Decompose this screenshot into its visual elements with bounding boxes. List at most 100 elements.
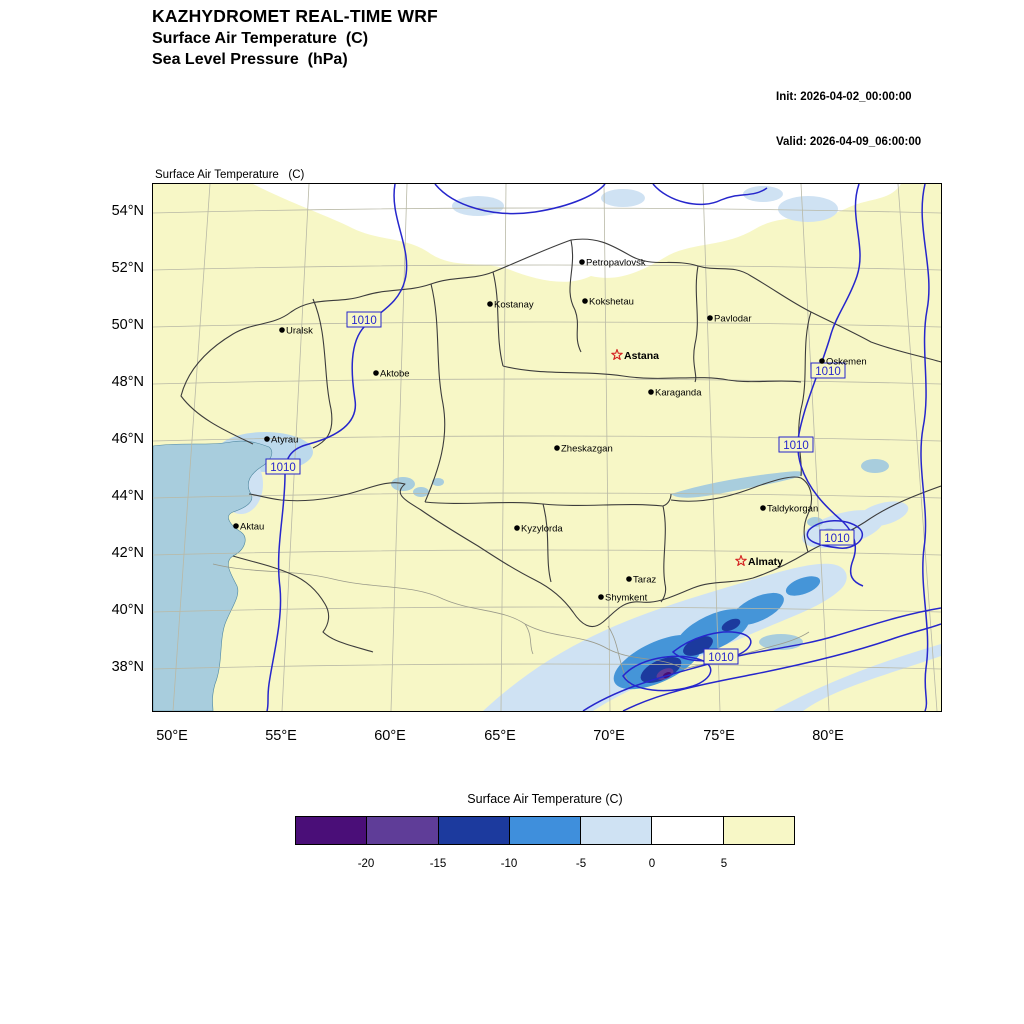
header-subtitle-temperature: Surface Air Temperature (C) [152,30,369,47]
isobar-label: 1010 [815,366,841,378]
lat-label-42n: 42°N [111,545,144,561]
isobar-label-frame [346,311,382,328]
capital-astana: Astana [611,348,659,362]
foreign-borders [212,563,810,687]
city-markers: Petropavlovsk Kostanay Kokshetau Pavloda… [233,258,867,604]
isobar-label: 1010 [708,652,734,664]
graticule-meridians [172,184,938,711]
lon-label-80e: 80°E [812,728,844,744]
aral-sea [413,487,429,497]
lon-label-70e: 70°E [593,728,625,744]
city-dot-icon [648,389,654,395]
isobar-label-frame [703,648,739,665]
colorbar-segment [581,817,653,844]
colorbar-segment [296,817,368,844]
colorbar-title: Surface Air Temperature (C) [467,792,623,806]
city-label: Uralsk [286,326,313,337]
city-label: Karaganda [655,388,702,399]
isobar-label-box: 1010 [778,436,814,453]
city-karaganda: Karaganda [648,388,702,399]
city-petropavlovsk: Petropavlovsk [579,258,646,269]
colorbar-segment [723,817,794,844]
city-dot-icon [598,594,604,600]
city-atyrau: Atyrau [264,435,298,446]
temp-patch-lightblue [778,196,838,222]
lake-balkhash [671,471,803,498]
temp-patch-lightblue [857,501,909,527]
city-kyzylorda: Kyzylorda [514,524,563,535]
colorbar-segment [367,817,439,844]
city-label: Kokshetau [589,297,634,308]
isobar-label-box: 1010 [819,529,855,546]
header-subtitle-pressure: Sea Level Pressure (hPa) [152,51,348,68]
city-dot-icon [582,298,588,304]
city-kostanay: Kostanay [487,300,534,311]
city-dot-icon [264,436,270,442]
isobar-label-box: 1010 [703,648,739,665]
colorbar-tick-label: -15 [429,858,447,870]
colorbar-tick-label: -20 [357,858,375,870]
lat-label-52n: 52°N [111,260,144,276]
city-dot-icon [279,327,285,333]
city-uralsk: Uralsk [279,326,313,337]
lat-label-50n: 50°N [111,317,144,333]
isobar-closed-contours [622,520,864,692]
isobar-label-frame [819,529,855,546]
isobar-open-contours [266,184,941,711]
city-taraz: Taraz [626,575,656,586]
city-label: Aktobe [380,369,410,380]
lat-label-48n: 48°N [111,374,144,390]
city-label: Petropavlovsk [586,258,646,269]
temp-patch-lightblue [601,189,645,207]
city-dot-icon [579,259,585,265]
capital-star-icon [735,554,747,566]
capital-markers: Astana Almaty [611,348,783,568]
city-dot-icon [554,445,560,451]
lat-label-54n: 54°N [111,203,144,219]
temp-patch-lightblue [556,686,600,706]
colorbar-segment [652,817,724,844]
city-label: Taraz [633,575,656,586]
lon-label-75e: 75°E [703,728,735,744]
lon-label-65e: 65°E [484,728,516,744]
isobar-labels: 1010 1010 1010 1010 1010 [265,311,855,665]
temp-blob-navy [721,618,741,632]
colorbar-tick-label: 0 [648,858,656,870]
temp-patch-lightblue [452,196,504,216]
city-label: Oskemen [826,357,867,368]
init-time: Init: 2026-04-02_00:00:00 [776,91,912,103]
capital-star-icon [611,348,623,360]
lon-label-60e: 60°E [374,728,406,744]
city-dot-icon [514,525,520,531]
colorbar-tick-label: -5 [575,858,587,870]
lat-label-38n: 38°N [111,659,144,675]
isobar-label: 1010 [351,315,377,327]
city-label: Zheskazgan [561,444,613,455]
temp-blob-blue [785,576,821,596]
city-taldykorgan: Taldykorgan [760,504,818,515]
capital-label: Astana [624,350,659,362]
isobar-label-box: 1010 [810,362,846,379]
city-shymkent: Shymkent [598,593,648,604]
city-dot-icon [373,370,379,376]
isobar-label: 1010 [824,533,850,545]
city-dot-icon [760,505,766,511]
city-pavlodar: Pavlodar [707,314,752,325]
caspian-sea [153,440,273,711]
city-dot-icon [233,523,239,529]
temp-band-corner-lightblue [773,644,941,711]
city-label: Atyrau [271,435,298,446]
run-info: Init: 2026-04-02_00:00:00 Valid: 2026-04… [776,60,921,180]
map-canvas: 1010 1010 1010 1010 1010 [153,184,941,711]
header: KAZHYDROMET REAL-TIME WRF Surface Air Te… [152,6,438,69]
city-aktau: Aktau [233,522,264,533]
isobar-label: 1010 [783,440,809,452]
oblast-boundaries [180,238,941,653]
city-oskemen: Oskemen [819,357,867,368]
city-dot-icon [626,576,632,582]
valid-time: Valid: 2026-04-09_06:00:00 [776,136,922,148]
colorbar-segment [509,817,582,844]
city-dot-icon [487,301,493,307]
aral-sea [432,478,444,486]
isobar-label: 1010 [270,462,296,474]
